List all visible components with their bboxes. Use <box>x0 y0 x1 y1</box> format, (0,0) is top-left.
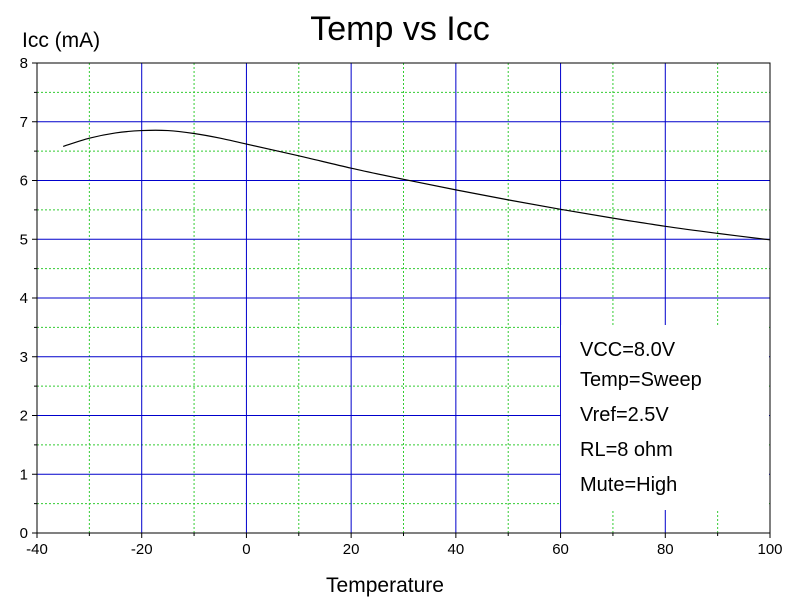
x-tick-label: 60 <box>552 541 569 558</box>
x-tick-label: 80 <box>657 541 674 558</box>
series <box>62 129 771 241</box>
annotation-line: Temp=Sweep <box>580 369 702 391</box>
annotation-line: Vref=2.5V <box>580 404 669 426</box>
y-tick-label: 6 <box>20 173 28 190</box>
y-tick-label: 7 <box>20 114 28 131</box>
x-tick-label: 40 <box>448 541 465 558</box>
x-tick-label: 0 <box>242 541 250 558</box>
x-tick-label: -20 <box>131 541 153 558</box>
y-tick-label: 3 <box>20 349 28 366</box>
y-tick-label: 0 <box>20 525 28 542</box>
annotation-line: Mute=High <box>580 474 677 496</box>
y-axis-label: Icc (mA) <box>22 29 100 52</box>
series-line <box>62 129 771 241</box>
annotation-line: VCC=8.0V <box>580 339 676 361</box>
chart-title: Temp vs Icc <box>310 10 489 48</box>
x-tick-label: -40 <box>26 541 48 558</box>
annotation-background <box>561 325 769 510</box>
y-tick-label: 5 <box>20 231 28 248</box>
grid <box>37 63 770 533</box>
x-tick-label: 20 <box>343 541 360 558</box>
annotation-box: VCC=8.0V Temp=Sweep Vref=2.5V RL=8 ohm M… <box>561 325 769 510</box>
y-tick-label: 2 <box>20 408 28 425</box>
x-axis-label: Temperature <box>326 574 444 597</box>
y-tick-label: 4 <box>20 290 28 307</box>
y-tick-label: 1 <box>20 466 28 483</box>
y-tick-label: 8 <box>20 55 28 72</box>
annotation-line: RL=8 ohm <box>580 439 673 461</box>
x-tick-label: 100 <box>757 541 782 558</box>
ticks: -40 -20 0 20 40 60 80 100 0 1 2 3 4 5 6 7 8 <box>20 55 783 558</box>
plot-frame <box>36 62 771 534</box>
